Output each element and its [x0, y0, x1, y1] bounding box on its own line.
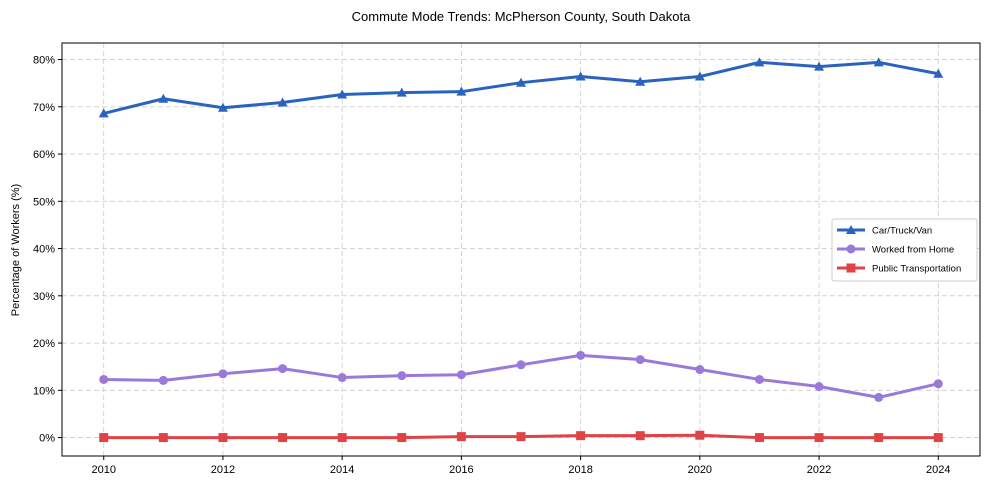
- data-point-car-truck-van: [694, 71, 705, 81]
- data-point-public-transportation: [397, 433, 407, 443]
- data-point-worked-from-home: [218, 369, 228, 379]
- data-point-car-truck-van: [933, 68, 944, 78]
- x-tick-label: 2014: [330, 464, 354, 476]
- data-point-worked-from-home: [635, 355, 645, 365]
- y-tick-label: 40%: [33, 244, 55, 256]
- chart-title: Commute Mode Trends: McPherson County, S…: [352, 9, 691, 24]
- data-point-public-transportation: [576, 431, 586, 441]
- legend: Car/Truck/Van Worked from Home Public Tran…: [831, 218, 978, 282]
- data-point-car-truck-van: [635, 76, 646, 86]
- series-public-transportation: [99, 430, 943, 443]
- data-point-car-truck-van: [814, 61, 825, 71]
- data-point-car-truck-van: [396, 87, 407, 97]
- data-point-worked-from-home: [754, 374, 764, 384]
- data-point-public-transportation: [754, 433, 764, 443]
- x-tick-label: 2022: [807, 464, 831, 476]
- data-point-public-transportation: [278, 433, 288, 443]
- data-point-public-transportation: [516, 432, 526, 442]
- data-point-worked-from-home: [397, 371, 407, 381]
- data-point-worked-from-home: [814, 382, 824, 392]
- y-tick-label: 30%: [33, 291, 55, 303]
- data-point-worked-from-home: [695, 365, 705, 375]
- data-point-public-transportation: [933, 433, 943, 443]
- x-tick-label: 2010: [91, 464, 115, 476]
- data-point-car-truck-van: [158, 93, 169, 103]
- data-point-worked-from-home: [158, 375, 168, 385]
- x-tick-label: 2016: [449, 464, 473, 476]
- y-tick-label: 20%: [33, 338, 55, 350]
- y-tick-label: 0%: [39, 433, 55, 445]
- data-point-public-transportation: [218, 433, 228, 443]
- data-point-worked-from-home: [456, 370, 466, 380]
- data-point-public-transportation: [99, 433, 109, 443]
- series-worked-from-home: [99, 350, 943, 402]
- series-car-truck-van: [98, 57, 944, 118]
- data-point-public-transportation: [874, 433, 884, 443]
- data-point-worked-from-home: [516, 360, 526, 370]
- data-point-worked-from-home: [874, 392, 884, 402]
- data-point-public-transportation: [695, 430, 705, 440]
- data-point-worked-from-home: [337, 373, 347, 383]
- legend-label: Car/Truck/Van: [872, 226, 932, 237]
- legend-marker: [846, 244, 856, 254]
- data-point-worked-from-home: [99, 374, 109, 384]
- x-tick-label: 2018: [568, 464, 592, 476]
- x-tick-label: 2024: [926, 464, 950, 476]
- y-tick-label: 50%: [33, 196, 55, 208]
- legend-label: Public Transportation: [872, 264, 961, 275]
- data-point-car-truck-van: [98, 108, 109, 118]
- y-tick-label: 70%: [33, 102, 55, 114]
- data-point-public-transportation: [158, 433, 168, 443]
- data-point-public-transportation: [814, 433, 824, 443]
- x-tick-label: 2020: [688, 464, 712, 476]
- legend-marker: [846, 225, 856, 234]
- data-point-car-truck-van: [575, 71, 586, 81]
- legend-marker: [846, 263, 856, 273]
- data-point-car-truck-van: [277, 97, 288, 107]
- data-point-public-transportation: [337, 433, 347, 443]
- series-line-car-truck-van: [103, 60, 939, 115]
- data-point-car-truck-van: [456, 86, 467, 96]
- data-point-worked-from-home: [278, 364, 288, 374]
- y-axis-label: Percentage of Workers (%): [10, 184, 22, 316]
- data-point-public-transportation: [635, 431, 645, 441]
- data-point-worked-from-home: [933, 379, 943, 389]
- plot-frame: [61, 42, 981, 457]
- data-point-car-truck-van: [754, 57, 765, 67]
- y-tick-label: 60%: [33, 149, 55, 161]
- x-tick-label: 2012: [211, 464, 235, 476]
- data-point-worked-from-home: [576, 350, 586, 360]
- legend-label: Worked from Home: [872, 245, 954, 256]
- legend-box: [831, 218, 978, 282]
- data-point-car-truck-van: [873, 57, 884, 67]
- data-point-car-truck-van: [337, 89, 348, 99]
- y-tick-label: 10%: [33, 385, 55, 397]
- data-point-car-truck-van: [516, 77, 526, 87]
- y-tick-label: 80%: [33, 55, 55, 67]
- data-point-car-truck-van: [217, 102, 228, 112]
- data-point-public-transportation: [456, 432, 466, 442]
